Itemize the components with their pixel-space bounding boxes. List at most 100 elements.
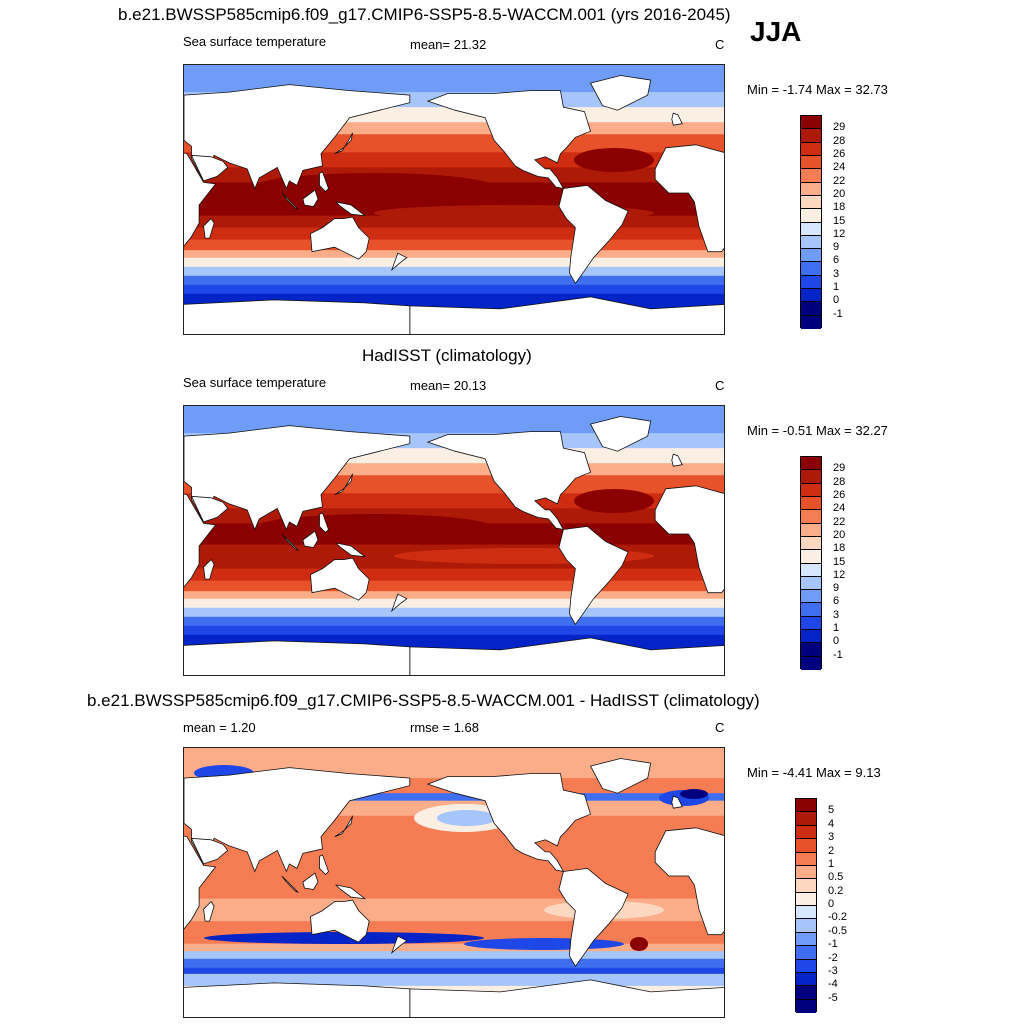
colorbar-swatch (796, 932, 816, 947)
min-max-label: Min = -4.41 Max = 9.13 (747, 765, 881, 780)
diff-feature (437, 810, 497, 826)
colorbar-tick-label: 4 (828, 817, 835, 830)
colorbar-swatch (801, 289, 821, 303)
continent-outline-nam (426, 773, 591, 873)
colorbar-tick-label: -1 (833, 307, 843, 320)
colorbar-tick-label: 24 (833, 502, 846, 515)
colorbar-tick-label: 12 (833, 227, 846, 240)
continent-outline-newguinea (334, 542, 367, 558)
colorbar-tick-label: 6 (833, 595, 840, 608)
continent-outline-arabia (190, 837, 229, 865)
colorbar-swatch (801, 129, 821, 143)
sst-model-map (183, 64, 725, 335)
colorbar-swatch (801, 590, 821, 604)
continent-outline-nz (390, 935, 408, 955)
colorbar-swatch (801, 576, 821, 591)
sst-contour-band (184, 284, 724, 295)
units-label: C (715, 378, 725, 393)
colorbar-tick-label: 3 (833, 608, 840, 621)
panel-title: b.e21.BWSSP585cmip6.f09_g17.CMIP6-SSP5-8… (118, 5, 731, 24)
continent-outline-africa (654, 827, 724, 936)
colorbar-swatch (801, 249, 821, 263)
sst-contour-band (184, 598, 724, 609)
sst-contour-band (184, 239, 724, 251)
colorbar-tick-label: 24 (833, 161, 846, 174)
mean-label: mean= 20.13 (410, 378, 487, 393)
colorbar-swatch (796, 839, 816, 853)
colorbar-swatch (801, 302, 821, 316)
sst-contour-band (184, 967, 724, 975)
colorbar-swatch (796, 919, 816, 933)
colorbar-swatch (801, 169, 821, 183)
colorbar-tick-label: -5 (828, 991, 838, 1004)
continent-outline-newguinea (334, 884, 367, 900)
colorbar-tick-label: 26 (833, 488, 846, 501)
colorbar-tick-label: 28 (833, 475, 846, 488)
colorbar-tick-label: 6 (833, 254, 840, 267)
continent-outline-sumatra (281, 533, 299, 551)
continent-outline-newguinea (334, 201, 367, 217)
season-label: JJA (750, 16, 802, 47)
continent-outline-sam (558, 525, 629, 626)
warm-pool (574, 148, 654, 172)
colorbar-tick-label: 9 (833, 582, 840, 595)
continent-outline-eurasia (184, 425, 411, 531)
continent-outline-africa (654, 485, 724, 594)
colorbar-swatch (801, 275, 821, 290)
colorbar-tick-label: 0.5 (828, 871, 844, 884)
continent-outline-australia (310, 899, 370, 943)
colorbar-swatch (796, 972, 816, 987)
colorbar-swatch (801, 235, 821, 250)
continent-outline-australia (310, 216, 370, 260)
colorbar-tick-label: -1 (833, 648, 843, 661)
sst-contour-band (184, 625, 724, 636)
colorbar-swatch (801, 550, 821, 564)
colorbar-tick-label: 22 (833, 515, 846, 528)
colorbar-tick-label: 20 (833, 187, 846, 200)
colorbar-swatch (801, 195, 821, 210)
sst-contour-band (184, 266, 724, 277)
diff-feature (680, 789, 708, 799)
continent-outline-antarctica (184, 640, 411, 675)
continent-outline-sam (558, 867, 629, 968)
colorbar-tick-label: 1 (828, 857, 835, 870)
colorbar-tick-label: 2 (828, 844, 835, 857)
colorbar-tick-label: 0.2 (828, 884, 844, 897)
continent-outline-borneo (302, 530, 319, 548)
continent-outline-nz (390, 252, 408, 272)
continent-outline-antarctica (409, 296, 724, 334)
colorbar-swatch (801, 563, 821, 577)
continent-outline-sumatra (281, 192, 299, 210)
colorbar-swatch (801, 630, 821, 644)
rmse-label: rmse = 1.68 (410, 720, 480, 735)
sst-contour-band (184, 591, 724, 600)
colorbar-tick-label: -0.5 (828, 924, 847, 937)
colorbar-swatch (801, 116, 821, 130)
continent-outline-borneo (302, 189, 319, 207)
colorbar-tick-label: -4 (828, 978, 838, 991)
colorbar-tick-label: 18 (833, 542, 846, 555)
continent-outline-nz (390, 593, 408, 613)
colorbar-swatch (801, 315, 821, 329)
colorbar-tick-label: -1 (828, 938, 838, 951)
sst-contour-band (184, 568, 724, 582)
colorbar-tick-label: 22 (833, 174, 846, 187)
colorbar-tick-label: 9 (833, 241, 840, 254)
sst-contour-band (184, 958, 724, 969)
min-max-label: Min = -0.51 Max = 32.27 (747, 423, 888, 438)
variable-label: Sea surface temperature (183, 375, 327, 390)
colorbar-tick-label: 29 (833, 462, 846, 475)
sst-contour-band (184, 943, 724, 952)
colorbar-tick-label: 15 (833, 555, 846, 568)
continent-outline-greenland (589, 75, 652, 111)
sst-contour-band (184, 616, 724, 627)
sst-contour-band (184, 860, 724, 900)
continent-outline-australia (310, 557, 370, 601)
continent-outline-antarctica (184, 982, 411, 1017)
variable-label: Sea surface temperature (183, 34, 327, 49)
continent-outline-nam (426, 90, 591, 190)
colorbar (795, 798, 817, 1013)
continent-outline-antarctica (184, 299, 411, 334)
colorbar-tick-label: -3 (828, 964, 838, 977)
sst-contour-band (184, 250, 724, 259)
